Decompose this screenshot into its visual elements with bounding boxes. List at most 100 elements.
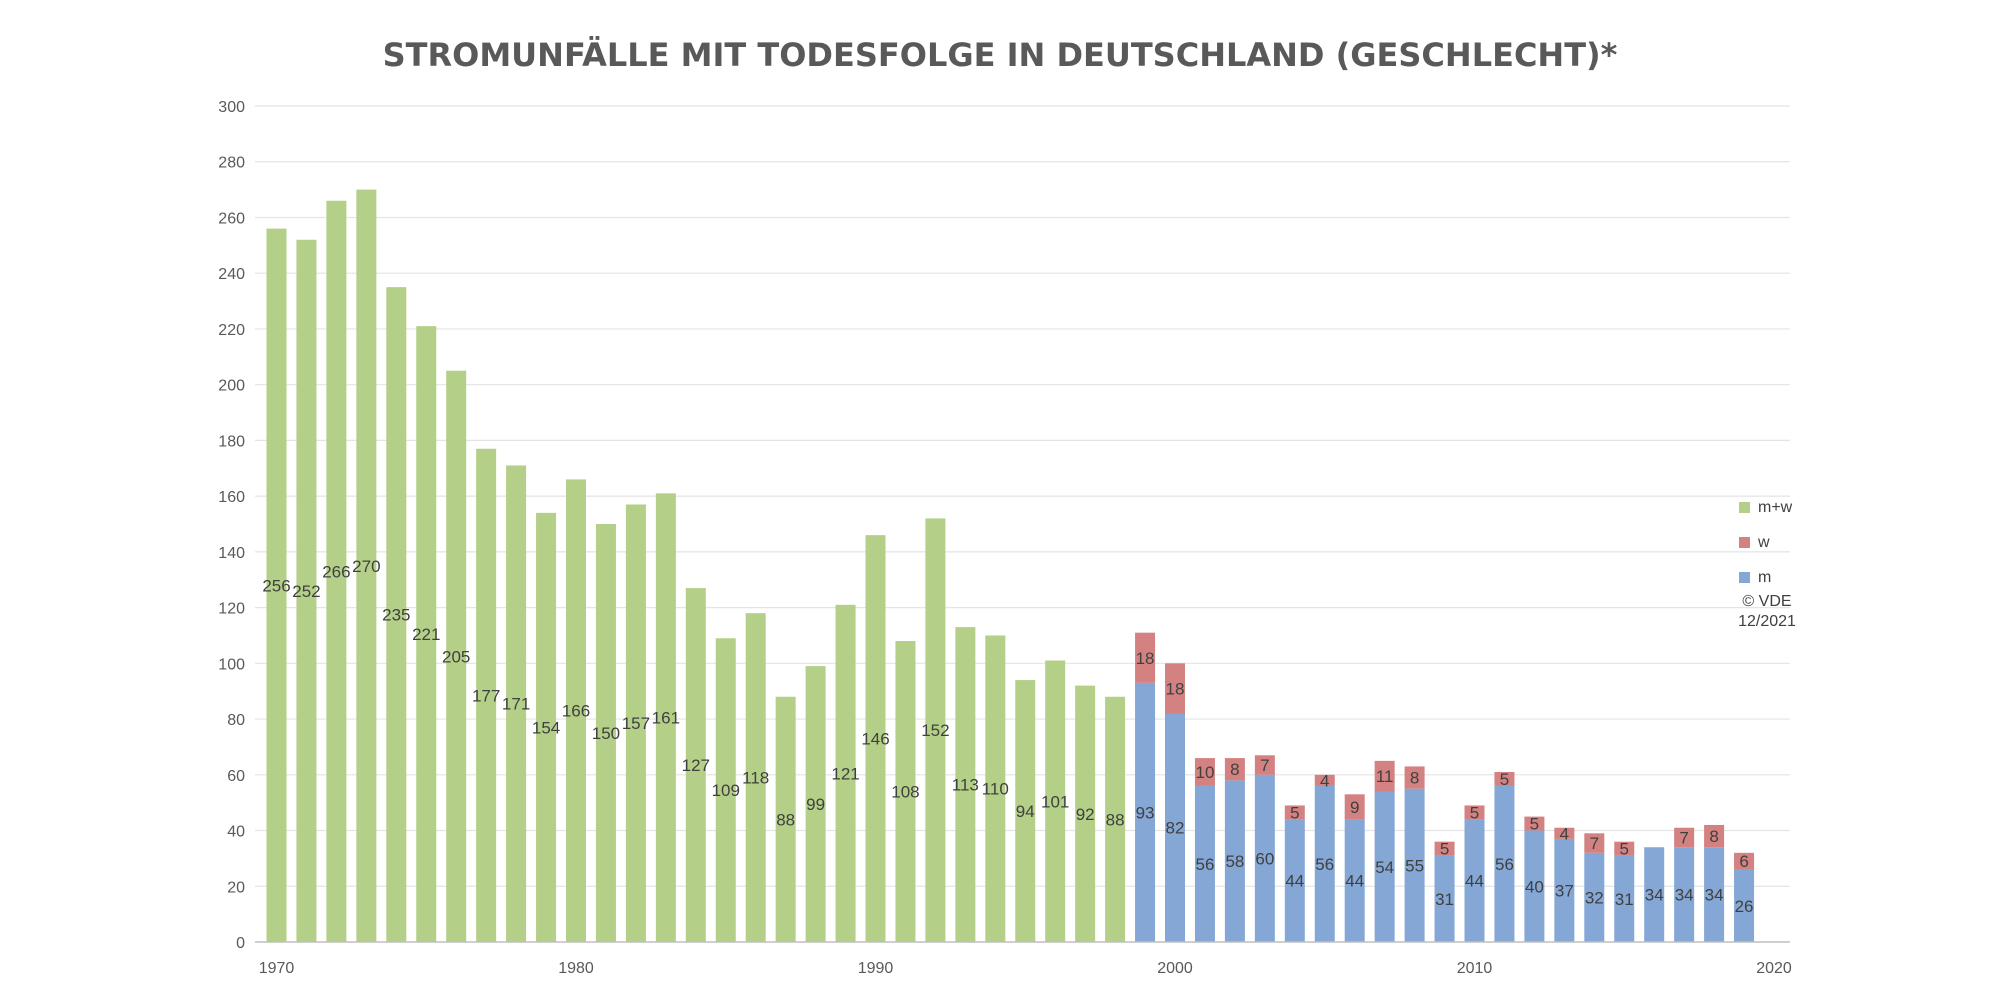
data-label-mw: 252 xyxy=(292,582,320,601)
data-label-w: 18 xyxy=(1136,649,1155,668)
y-tick-label: 20 xyxy=(227,879,245,896)
y-tick-label: 40 xyxy=(227,824,245,841)
bar-m xyxy=(1674,847,1695,942)
x-tick-label: 2010 xyxy=(1457,960,1493,977)
data-label-w: 7 xyxy=(1260,756,1269,775)
data-label-mw: 171 xyxy=(502,695,530,714)
bar-m xyxy=(1374,791,1395,942)
bar-w xyxy=(1165,663,1185,714)
bar-mw xyxy=(266,228,287,942)
data-label-mw: 108 xyxy=(891,783,919,802)
data-label-mw: 154 xyxy=(532,718,560,737)
data-label-mw: 110 xyxy=(982,780,1009,799)
data-label-mw: 157 xyxy=(622,714,650,733)
x-tick-label: 1990 xyxy=(858,960,894,977)
bar-w xyxy=(1224,758,1245,781)
y-tick-label: 180 xyxy=(218,433,245,450)
y-tick-label: 120 xyxy=(218,601,245,618)
bar-mw xyxy=(356,189,377,943)
data-label-w: 8 xyxy=(1230,760,1239,779)
y-tick-label: 200 xyxy=(218,378,245,395)
data-label-m: 58 xyxy=(1225,852,1244,871)
bar-mw xyxy=(985,635,1006,942)
copyright-note: © VDE 12/2021 xyxy=(1722,592,1812,632)
data-label-w: 10 xyxy=(1195,763,1214,782)
bar-mw xyxy=(835,604,856,942)
data-label-m: 82 xyxy=(1166,819,1185,838)
data-label-m: 34 xyxy=(1645,886,1664,905)
bar-m xyxy=(1464,819,1485,942)
x-tick-label: 1980 xyxy=(558,960,594,977)
data-label-mw: 205 xyxy=(442,647,470,666)
data-label-mw: 118 xyxy=(742,769,769,788)
legend-item-w: w xyxy=(1739,525,1792,560)
bar-m xyxy=(1254,774,1275,942)
x-tick-label: 1970 xyxy=(259,960,295,977)
bar-w xyxy=(1404,766,1425,789)
data-label-w: 5 xyxy=(1470,803,1479,822)
bar-m xyxy=(1194,785,1215,942)
data-label-mw: 92 xyxy=(1076,805,1095,824)
data-label-mw: 161 xyxy=(652,709,680,728)
y-tick-label: 280 xyxy=(218,155,245,172)
bar-mw xyxy=(416,326,437,942)
bar-mw xyxy=(685,588,706,942)
data-label-mw: 109 xyxy=(712,781,740,800)
bar-m xyxy=(1734,869,1755,942)
bar-mw xyxy=(625,504,646,942)
y-tick-label: 260 xyxy=(218,210,245,227)
chart-title: STROMUNFÄLLE MIT TODESFOLGE IN DEUTSCHLA… xyxy=(382,36,1618,74)
bar-w xyxy=(1434,841,1455,856)
data-label-mw: 113 xyxy=(952,776,979,795)
y-tick-label: 0 xyxy=(236,935,245,952)
bar-m xyxy=(1644,847,1665,942)
bar-mw xyxy=(476,448,497,942)
data-label-mw: 152 xyxy=(921,721,949,740)
axes: 0 20 40 60 80 100 120 140 160 180 200 220 240 260 280 3… xyxy=(218,99,1792,977)
data-label-mw: 150 xyxy=(592,724,620,743)
data-label-mw: 177 xyxy=(472,686,500,705)
bar-w xyxy=(1734,852,1755,870)
legend-swatch-m xyxy=(1739,572,1750,583)
bar-w xyxy=(1524,816,1545,831)
bar-mw xyxy=(1105,696,1126,942)
data-label-w: 7 xyxy=(1590,834,1599,853)
bar-mw xyxy=(506,465,527,942)
data-label-m: 56 xyxy=(1315,855,1334,874)
legend-item-mw: m+w xyxy=(1739,490,1792,525)
data-label-m: 26 xyxy=(1735,897,1754,916)
bar-w xyxy=(1135,632,1156,683)
bar-mw xyxy=(566,479,586,942)
bar-m xyxy=(1704,847,1725,942)
bar-m xyxy=(1494,785,1515,942)
data-label-w: 7 xyxy=(1679,829,1688,848)
data-label-m: 31 xyxy=(1435,890,1454,909)
data-label-m: 54 xyxy=(1375,858,1394,877)
data-label-w: 11 xyxy=(1376,767,1394,786)
data-label-mw: 256 xyxy=(262,576,290,595)
y-tick-label: 300 xyxy=(218,99,245,116)
data-label-m: 32 xyxy=(1585,888,1604,907)
legend-swatch-w xyxy=(1739,537,1750,548)
data-label-w: 9 xyxy=(1350,798,1359,817)
y-tick-label: 60 xyxy=(227,768,245,785)
bar-w xyxy=(1584,833,1605,853)
data-label-mw: 146 xyxy=(861,730,889,749)
data-label-mw: 166 xyxy=(562,702,590,721)
bar-w xyxy=(1614,841,1635,856)
data-label-m: 40 xyxy=(1525,877,1544,896)
data-label-mw: 94 xyxy=(1016,802,1035,821)
bar-m xyxy=(1314,785,1335,942)
bar-mw xyxy=(895,641,916,942)
data-label-m: 44 xyxy=(1345,872,1364,891)
bar-w xyxy=(1554,827,1575,839)
bar-m xyxy=(1614,855,1635,942)
bar-m xyxy=(1524,830,1545,942)
bar-m xyxy=(1284,819,1305,942)
data-label-mw: 266 xyxy=(322,562,350,581)
bar-w xyxy=(1704,824,1725,848)
bar-m xyxy=(1584,852,1605,942)
legend-label-w: w xyxy=(1758,533,1770,551)
data-label-w: 4 xyxy=(1320,771,1329,790)
data-label-mw: 121 xyxy=(831,764,859,783)
